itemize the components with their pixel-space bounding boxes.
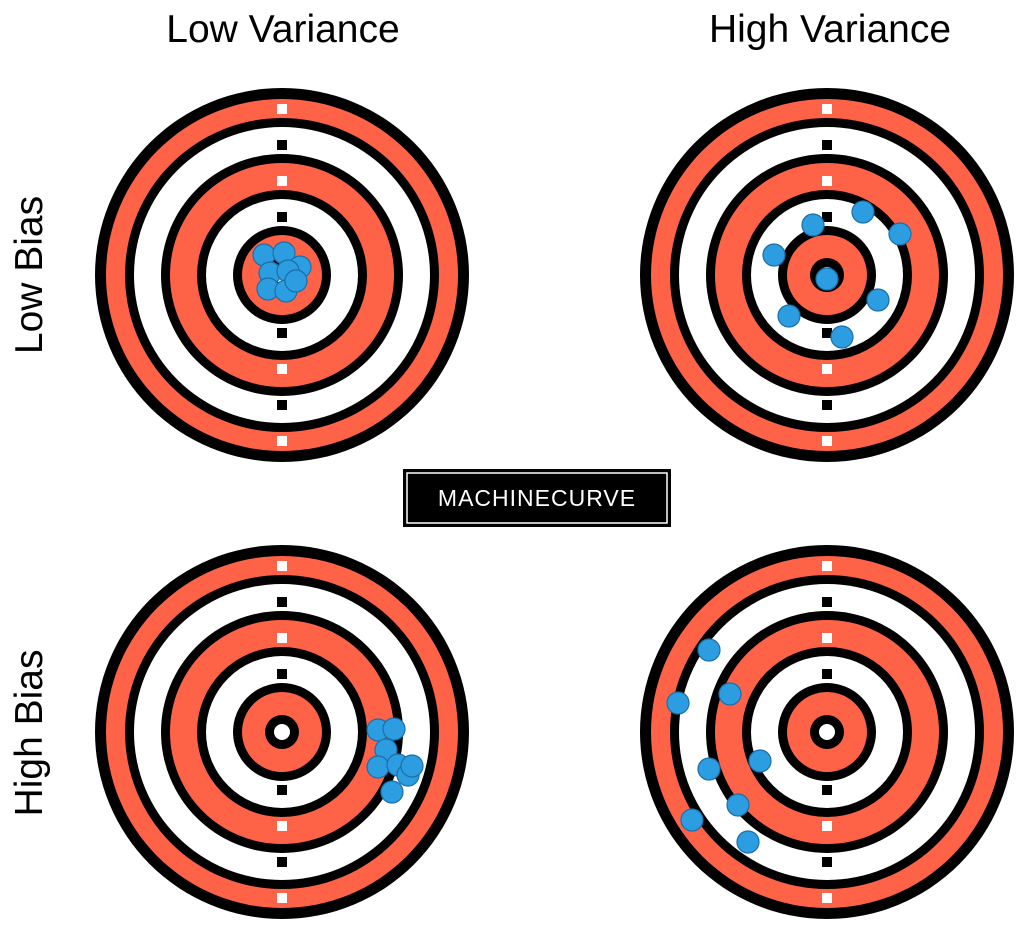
target-low-bias-high-variance bbox=[640, 88, 1014, 462]
hit-point bbox=[736, 830, 760, 854]
target-marker bbox=[277, 561, 287, 571]
hit-point bbox=[366, 755, 390, 779]
target-marker bbox=[822, 328, 832, 338]
target-marker bbox=[277, 364, 287, 374]
target-ring bbox=[274, 724, 290, 740]
target-marker bbox=[277, 857, 287, 867]
target-marker bbox=[277, 785, 287, 795]
machinecurve-logo-text: MACHINECURVE bbox=[438, 485, 636, 511]
target-high-bias-low-variance bbox=[95, 545, 469, 919]
target-marker bbox=[822, 364, 832, 374]
target-ring bbox=[819, 724, 835, 740]
target-marker bbox=[822, 561, 832, 571]
target-marker bbox=[277, 140, 287, 150]
target-marker bbox=[277, 436, 287, 446]
target-marker bbox=[822, 176, 832, 186]
target-marker bbox=[822, 104, 832, 114]
hit-point bbox=[888, 222, 912, 246]
target-marker bbox=[277, 212, 287, 222]
hit-point bbox=[830, 325, 854, 349]
target-marker bbox=[822, 669, 832, 679]
hit-point bbox=[382, 717, 406, 741]
target-marker bbox=[277, 597, 287, 607]
hit-point bbox=[380, 780, 404, 804]
machinecurve-logo: MACHINECURVE bbox=[403, 469, 671, 527]
target-marker bbox=[277, 669, 287, 679]
target-high-bias-high-variance bbox=[640, 545, 1014, 919]
hit-point bbox=[666, 691, 690, 715]
row-title-high-bias: High Bias bbox=[8, 650, 51, 817]
target-marker bbox=[822, 436, 832, 446]
hit-point bbox=[718, 682, 742, 706]
column-title-high-variance: High Variance bbox=[709, 8, 951, 51]
target-marker bbox=[277, 893, 287, 903]
target-marker bbox=[822, 785, 832, 795]
hit-point bbox=[697, 757, 721, 781]
target-marker bbox=[822, 857, 832, 867]
target-marker bbox=[277, 400, 287, 410]
target-marker bbox=[822, 212, 832, 222]
column-title-low-variance: Low Variance bbox=[166, 8, 399, 51]
hit-point bbox=[680, 808, 704, 832]
target-marker bbox=[822, 400, 832, 410]
target-marker bbox=[822, 597, 832, 607]
target-marker bbox=[822, 821, 832, 831]
target-low-bias-low-variance bbox=[95, 88, 469, 462]
target-marker bbox=[822, 140, 832, 150]
target-marker bbox=[822, 633, 832, 643]
target-marker bbox=[277, 633, 287, 643]
hit-point bbox=[866, 288, 890, 312]
hit-point bbox=[815, 267, 839, 291]
hit-point bbox=[400, 754, 424, 778]
hit-point bbox=[748, 749, 772, 773]
hit-point bbox=[726, 793, 750, 817]
target-marker bbox=[822, 893, 832, 903]
target-marker bbox=[277, 104, 287, 114]
hit-point bbox=[762, 243, 786, 267]
hit-point bbox=[284, 269, 308, 293]
row-title-low-bias: Low Bias bbox=[8, 196, 51, 354]
hit-point bbox=[801, 213, 825, 237]
target-marker bbox=[277, 328, 287, 338]
hit-point bbox=[697, 638, 721, 662]
target-marker bbox=[277, 821, 287, 831]
hit-point bbox=[777, 304, 801, 328]
hit-point bbox=[851, 200, 875, 224]
target-marker bbox=[277, 176, 287, 186]
